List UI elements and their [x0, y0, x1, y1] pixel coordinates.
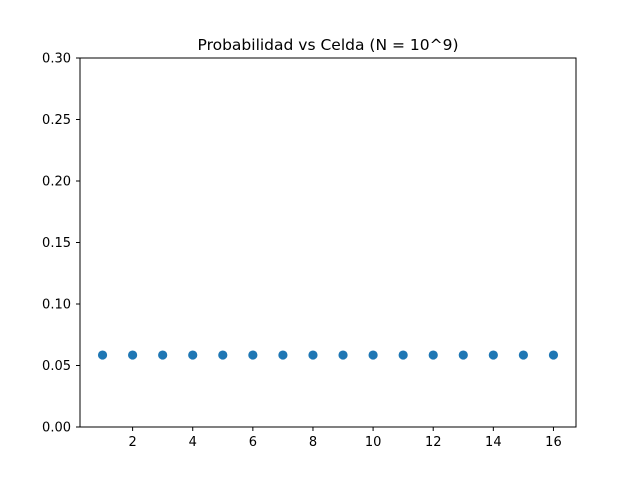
- x-tick-label: 2: [128, 435, 136, 450]
- data-point: [188, 350, 198, 360]
- y-tick-label: 0.05: [42, 359, 71, 374]
- x-tick-label: 6: [249, 435, 257, 450]
- data-point: [278, 350, 288, 360]
- x-tick-label: 16: [545, 435, 562, 450]
- data-point: [518, 350, 528, 360]
- y-tick-label: 0.20: [42, 175, 71, 190]
- y-tick-label: 0.10: [42, 298, 71, 313]
- data-point: [308, 350, 318, 360]
- chart-title: Probabilidad vs Celda (N = 10^9): [198, 36, 459, 54]
- data-point: [368, 350, 378, 360]
- plot-area-frame: [79, 57, 577, 428]
- data-point: [398, 350, 408, 360]
- y-tick-label: 0.15: [42, 236, 71, 251]
- data-point: [158, 350, 168, 360]
- y-tick-label: 0.30: [42, 52, 71, 67]
- data-point: [428, 350, 438, 360]
- data-point: [488, 350, 498, 360]
- data-point: [128, 350, 138, 360]
- data-point: [458, 350, 468, 360]
- x-tick-label: 4: [189, 435, 197, 450]
- data-point: [548, 350, 559, 360]
- x-tick-label: 10: [365, 435, 382, 450]
- data-point: [97, 350, 108, 360]
- data-point: [338, 350, 348, 360]
- data-point: [218, 350, 228, 360]
- y-tick-label: 0.00: [42, 421, 71, 436]
- x-tick-label: 14: [485, 435, 502, 450]
- data-point: [248, 350, 258, 360]
- axis-ticks: 2 4 6 8 10 12 14 16 0.00 0.05 0.10 0.15 0.20 0.25 0.30: [42, 52, 562, 451]
- x-tick-label: 12: [425, 435, 442, 450]
- y-tick-label: 0.25: [42, 113, 71, 128]
- x-tick-label: 8: [309, 435, 317, 450]
- data-points: [97, 350, 559, 360]
